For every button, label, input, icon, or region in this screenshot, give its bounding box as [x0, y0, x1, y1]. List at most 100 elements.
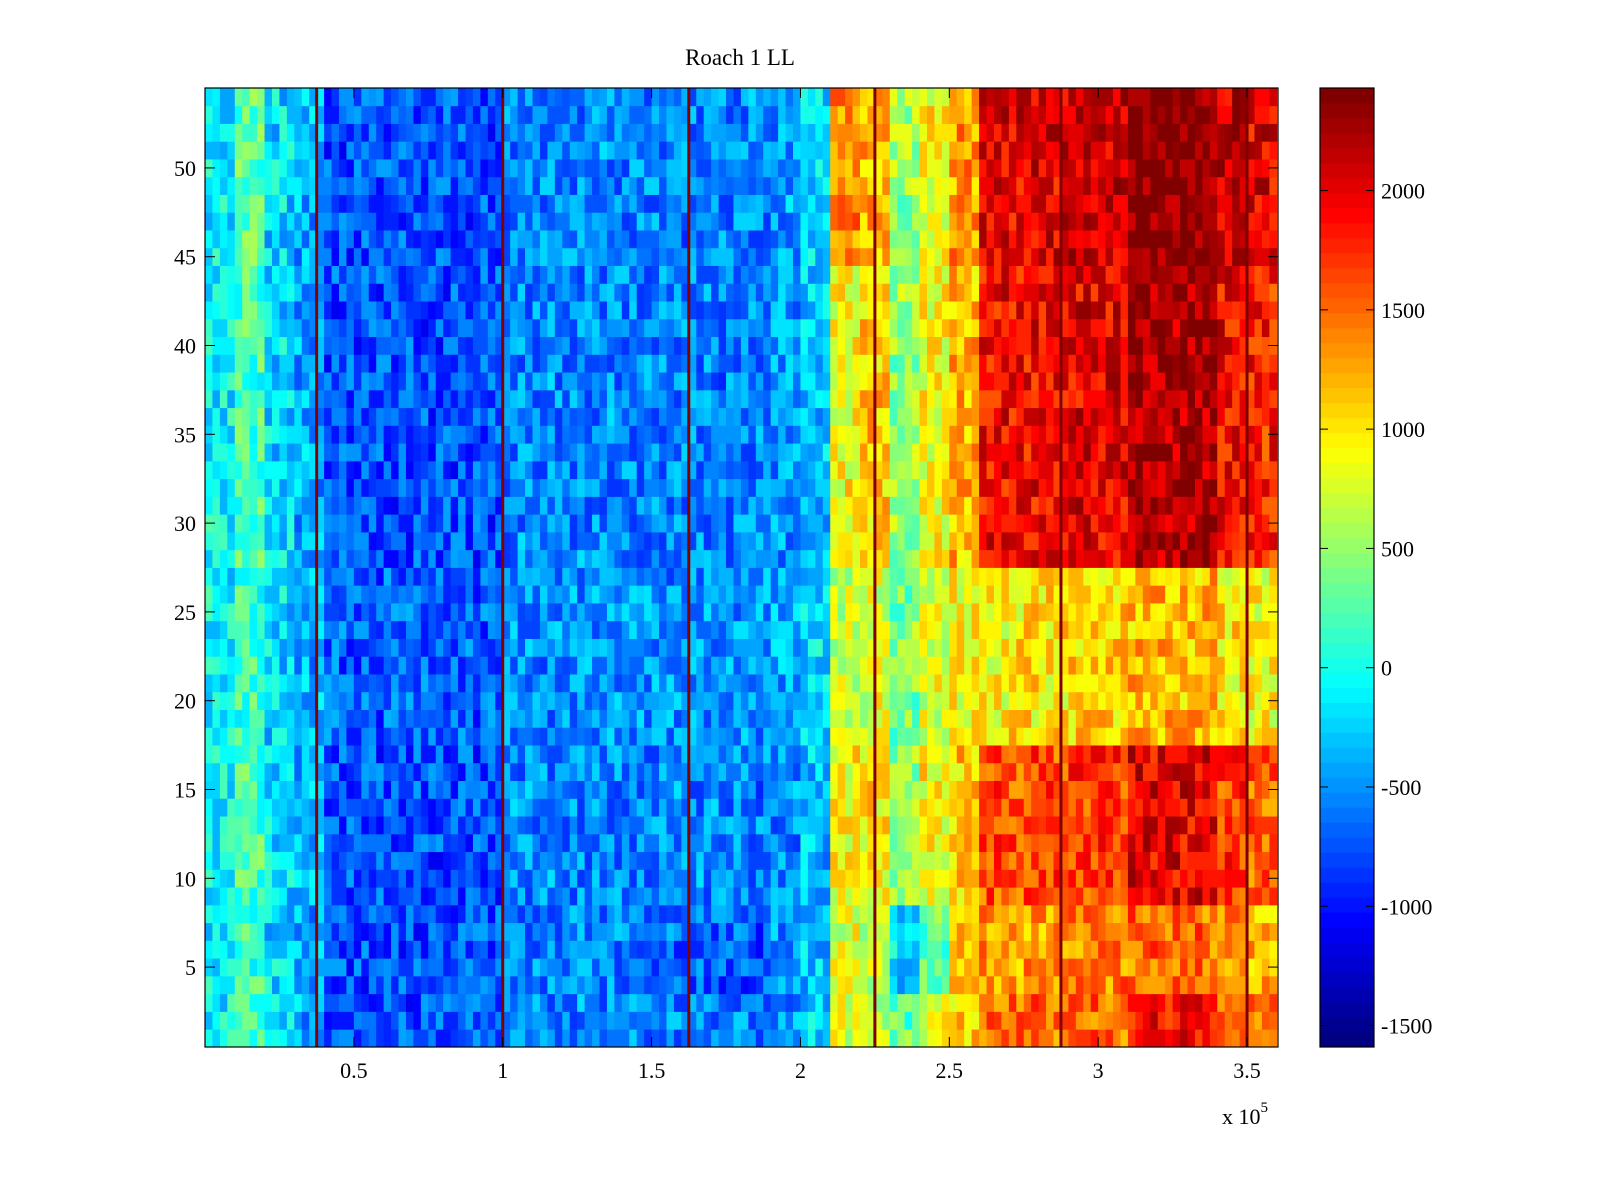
heatmap-cell [465, 762, 474, 782]
heatmap-cell [1157, 993, 1166, 1012]
heatmap-cell [1239, 816, 1248, 835]
heatmap-cell [867, 674, 876, 693]
heatmap-cell [971, 514, 980, 533]
heatmap-cell [391, 709, 399, 728]
heatmap-cell [889, 727, 898, 746]
heatmap-cell [1083, 549, 1092, 568]
heatmap-cell [517, 1011, 526, 1030]
heatmap-cell [1105, 833, 1114, 853]
heatmap-cell [912, 1011, 920, 1030]
heatmap-cell [1142, 567, 1151, 586]
heatmap-cell [1202, 1029, 1211, 1048]
heatmap-cell [353, 691, 362, 710]
heatmap-cell [428, 674, 437, 693]
heatmap-cell [606, 869, 615, 888]
heatmap-cell [1068, 1011, 1077, 1030]
heatmap-cell [599, 1011, 608, 1030]
heatmap-cell [1098, 514, 1107, 533]
heatmap-cell [830, 638, 839, 657]
heatmap-cell [286, 674, 295, 693]
heatmap-cell [1224, 549, 1233, 568]
heatmap-cell [1120, 940, 1129, 959]
heatmap-cell [257, 478, 265, 497]
heatmap-cell [324, 958, 332, 977]
heatmap-cell [874, 549, 883, 568]
heatmap-cell [822, 975, 831, 995]
heatmap-cell [800, 656, 809, 675]
heatmap-cell [227, 904, 236, 924]
heatmap-cell [249, 674, 258, 693]
heatmap-cell [1083, 1029, 1092, 1048]
heatmap-cell [614, 674, 623, 693]
heatmap-cell [1098, 549, 1107, 568]
heatmap-cell [1038, 460, 1047, 480]
heatmap-cell [1113, 603, 1121, 622]
heatmap-cell [1209, 531, 1218, 551]
heatmap-cell [614, 567, 623, 586]
heatmap-cell [338, 638, 347, 657]
heatmap-cell [331, 531, 340, 551]
heatmap-cell [435, 816, 444, 835]
heatmap-cell [279, 869, 288, 888]
heatmap-cell [472, 833, 481, 853]
heatmap-cell [1053, 674, 1062, 693]
heatmap-cell [1254, 496, 1263, 515]
heatmap-cell [1269, 531, 1278, 551]
heatmap-cell [353, 993, 362, 1012]
heatmap-cell [718, 531, 727, 551]
heatmap-cell [1008, 869, 1017, 888]
heatmap-cell [219, 745, 228, 764]
heatmap-cell [644, 620, 652, 639]
heatmap-cell [666, 975, 675, 995]
heatmap-cell [703, 638, 712, 657]
heatmap-cell [770, 514, 779, 533]
heatmap-cell [1165, 496, 1173, 515]
heatmap-cell [733, 887, 742, 906]
heatmap-cell [986, 638, 995, 657]
heatmap-cell [740, 674, 749, 693]
heatmap-cell [1008, 993, 1017, 1012]
heatmap-cell [837, 816, 846, 835]
heatmap-cell [882, 1029, 891, 1048]
heatmap-cell [554, 691, 563, 710]
heatmap-cell [703, 993, 712, 1012]
heatmap-cell [1060, 691, 1069, 710]
heatmap-cell [696, 745, 705, 764]
heatmap-cell [919, 940, 928, 959]
heatmap-cell [234, 460, 243, 480]
heatmap-cell [294, 620, 303, 639]
heatmap-cell [912, 603, 920, 622]
heatmap-cell [793, 887, 801, 906]
heatmap-cell [763, 993, 772, 1012]
heatmap-cell [309, 904, 318, 924]
heatmap-cell [629, 1011, 638, 1030]
heatmap-cell [830, 904, 839, 924]
heatmap-cell [673, 727, 682, 746]
heatmap-cell [867, 496, 876, 515]
heatmap-cell [450, 496, 459, 515]
heatmap-cell [1202, 993, 1211, 1012]
heatmap-cell [279, 691, 288, 710]
heatmap-cell [517, 851, 526, 870]
heatmap-cell [629, 833, 638, 853]
heatmap-cell [912, 531, 920, 551]
heatmap-cell [1261, 567, 1270, 586]
heatmap-cell [368, 1029, 377, 1048]
heatmap-cell [391, 656, 399, 675]
heatmap-cell [859, 745, 868, 764]
heatmap-cell [405, 496, 414, 515]
heatmap-cell [465, 620, 474, 639]
heatmap-cell [205, 443, 213, 462]
heatmap-cell [934, 922, 943, 941]
heatmap-cell [636, 1011, 645, 1030]
heatmap-cell [219, 514, 228, 533]
heatmap-cell [696, 975, 705, 995]
heatmap-cell [800, 833, 809, 853]
heatmap-cell [361, 478, 370, 497]
heatmap-cell [1053, 798, 1062, 817]
heatmap-cell [1060, 620, 1069, 639]
heatmap-cell [242, 887, 251, 906]
heatmap-cell [510, 798, 519, 817]
heatmap-cell [1187, 745, 1196, 764]
heatmap-cell [1098, 585, 1107, 604]
